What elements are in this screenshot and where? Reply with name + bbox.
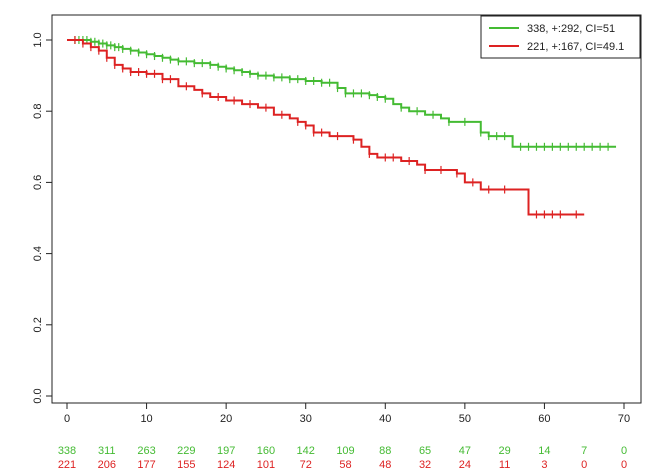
risk-table-value: 65 xyxy=(419,445,431,457)
risk-table-value: 124 xyxy=(217,459,235,471)
x-tick-label: 70 xyxy=(618,413,630,425)
risk-table-value: 47 xyxy=(459,445,471,457)
risk-table-value: 0 xyxy=(621,445,627,457)
y-tick-label: 1.0 xyxy=(32,32,44,47)
risk-table-value: 221 xyxy=(58,459,76,471)
y-tick-label: 0.2 xyxy=(32,317,44,332)
x-tick-label: 20 xyxy=(220,413,232,425)
x-tick-label: 50 xyxy=(459,413,471,425)
risk-table-value: 142 xyxy=(297,445,315,457)
risk-table-value: 58 xyxy=(339,459,351,471)
legend-label-1: 338, +:292, CI=51 xyxy=(527,23,615,35)
x-tick-label: 0 xyxy=(64,413,70,425)
y-tick-label: 0.4 xyxy=(32,246,44,261)
risk-table-value: 7 xyxy=(581,445,587,457)
risk-table-value: 160 xyxy=(257,445,275,457)
risk-table-value: 311 xyxy=(98,445,116,457)
legend-label-2: 221, +:167, CI=49.1 xyxy=(527,41,624,53)
x-tick-label: 60 xyxy=(538,413,550,425)
risk-table-value: 32 xyxy=(419,459,431,471)
risk-table-value: 29 xyxy=(499,445,511,457)
risk-table-value: 48 xyxy=(379,459,391,471)
risk-table-value: 14 xyxy=(538,445,550,457)
risk-table-value: 177 xyxy=(137,459,155,471)
y-tick-label: 0.0 xyxy=(32,388,44,403)
risk-table-value: 3 xyxy=(541,459,547,471)
risk-table-value: 11 xyxy=(499,459,510,471)
legend-box xyxy=(480,15,641,59)
risk-table-value: 24 xyxy=(459,459,471,471)
risk-table-value: 229 xyxy=(177,445,195,457)
y-tick-label: 0.6 xyxy=(32,175,44,190)
risk-table-value: 338 xyxy=(58,445,76,457)
risk-table-value: 0 xyxy=(621,459,627,471)
y-tick-label: 0.8 xyxy=(32,104,44,119)
risk-table-value: 109 xyxy=(336,445,354,457)
risk-table-value: 155 xyxy=(177,459,195,471)
risk-table-value: 101 xyxy=(257,459,275,471)
risk-table-value: 0 xyxy=(581,459,587,471)
survival-curve-2 xyxy=(67,39,585,216)
x-tick-label: 30 xyxy=(300,413,312,425)
risk-table-value: 197 xyxy=(217,445,235,457)
risk-table-value: 72 xyxy=(300,459,312,471)
x-tick-label: 40 xyxy=(379,413,391,425)
x-tick-label: 10 xyxy=(140,413,152,425)
risk-table-value: 263 xyxy=(137,445,155,457)
risk-table-value: 206 xyxy=(98,459,116,471)
plot-frame xyxy=(51,14,642,404)
risk-table-value: 88 xyxy=(379,445,391,457)
